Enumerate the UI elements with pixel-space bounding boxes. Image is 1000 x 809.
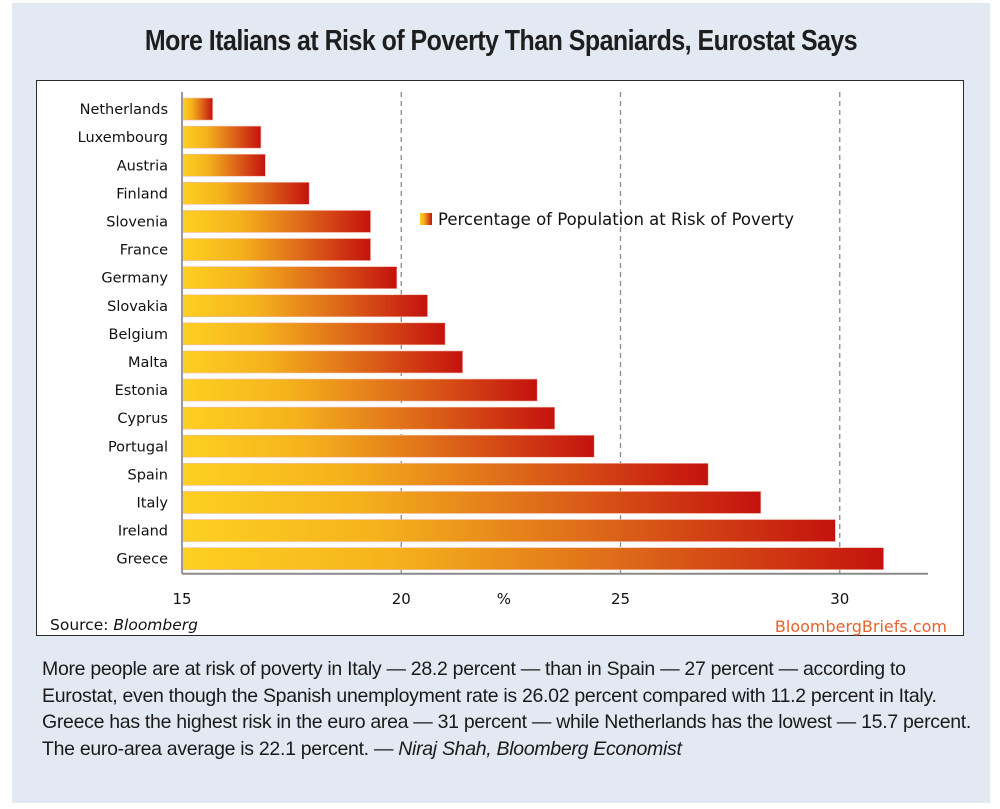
caption-text: More people are at risk of poverty in It… xyxy=(42,658,972,760)
chart-title: More Italians at Risk of Poverty Than Sp… xyxy=(144,25,858,57)
bar xyxy=(182,210,371,233)
caption: More people are at risk of poverty in It… xyxy=(42,656,982,762)
tick-label: 20 xyxy=(392,590,411,608)
bars xyxy=(182,97,884,570)
category-label: Estonia xyxy=(115,383,168,399)
tick-label: 30 xyxy=(830,590,849,608)
category-label: Slovakia xyxy=(107,299,168,315)
category-label: Finland xyxy=(116,186,168,202)
bar xyxy=(182,97,213,121)
legend-swatch xyxy=(420,213,432,225)
category-label: Austria xyxy=(117,158,168,174)
bar xyxy=(182,406,556,430)
bar xyxy=(182,125,262,149)
bar xyxy=(182,266,398,289)
bar xyxy=(182,182,310,205)
legend-label: Percentage of Population at Risk of Pove… xyxy=(438,210,794,229)
category-label: France xyxy=(120,243,168,259)
x-axis-label: % xyxy=(497,590,511,608)
tick-label: 15 xyxy=(172,590,191,608)
x-axis: 15 20 25 30% xyxy=(172,92,928,608)
brand-url: BloombergBriefs.com xyxy=(775,617,947,636)
bar xyxy=(182,294,428,318)
category-label: Italy xyxy=(137,495,169,511)
bar xyxy=(182,519,836,542)
bar xyxy=(182,434,595,458)
category-label: Belgium xyxy=(109,327,168,343)
bar xyxy=(182,350,463,374)
category-label: Greece xyxy=(116,552,168,568)
category-label: Netherlands xyxy=(80,102,168,118)
source-note: Source: Bloomberg xyxy=(50,616,198,634)
category-label: Ireland xyxy=(118,524,168,540)
bar xyxy=(182,322,446,346)
bar xyxy=(182,547,884,570)
bar xyxy=(182,491,762,514)
bar xyxy=(182,153,266,177)
category-labels: Netherlands Luxembourg Austria Finland Slove… xyxy=(78,102,169,568)
category-label: Spain xyxy=(127,467,168,483)
category-label: Portugal xyxy=(108,439,168,455)
bar xyxy=(182,238,371,261)
legend: Percentage of Population at Risk of Pove… xyxy=(420,210,794,229)
category-label: Germany xyxy=(101,271,168,287)
caption-byline: — Niraj Shah, Bloomberg Economist xyxy=(373,737,682,760)
bar xyxy=(182,463,709,486)
tick-label: 25 xyxy=(611,590,630,608)
category-label: Slovenia xyxy=(106,214,168,230)
category-label: Luxembourg xyxy=(78,130,168,146)
bar xyxy=(182,378,538,402)
category-label: Malta xyxy=(128,355,168,371)
category-label: Cyprus xyxy=(117,411,168,427)
